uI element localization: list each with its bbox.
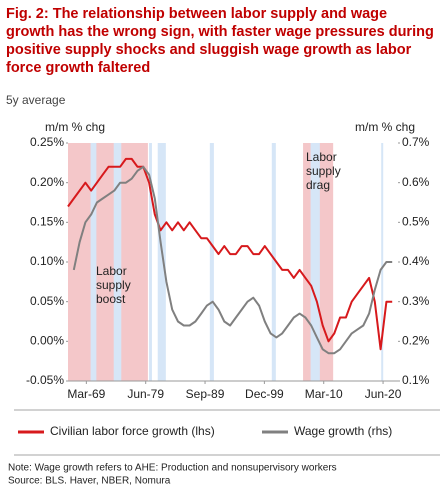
recession-band [90, 143, 97, 381]
y-tick-label: -0.05% [26, 373, 64, 387]
series-line [72, 165, 393, 355]
x-tick-label: Sep-89 [186, 387, 225, 401]
recession-band [113, 143, 122, 381]
y2-tick-label: 0.5% [402, 215, 430, 229]
series-line [67, 157, 393, 351]
recession-band [157, 143, 166, 381]
recession-band [149, 143, 152, 381]
y-tick-label: 0.00% [30, 334, 64, 348]
y-axis-label: m/m % chg [45, 120, 105, 134]
y-tick-label: 0.15% [30, 215, 64, 229]
y2-tick-label: 0.1% [402, 373, 430, 387]
source: Source: BLS. Haver, NBER, Nomura [8, 476, 171, 487]
y-tick-label: 0.20% [30, 175, 64, 189]
regime-band [68, 143, 148, 381]
y2-tick-label: 0.2% [402, 334, 430, 348]
y-tick-label: 0.10% [30, 254, 64, 268]
annotation: drag [306, 178, 330, 192]
y-tick-label: 0.05% [30, 294, 64, 308]
annotation: Labor [96, 264, 127, 278]
x-tick-label: Jun-20 [365, 387, 402, 401]
y2-axis-label: m/m % chg [355, 120, 415, 134]
note: Note: Wage growth refers to AHE: Product… [8, 463, 337, 474]
y2-tick-label: 0.4% [402, 254, 430, 268]
chart-subtitle: 5y average [6, 93, 66, 107]
x-tick-label: Jun-79 [127, 387, 164, 401]
legend-label: Civilian labor force growth (lhs) [50, 424, 215, 438]
x-tick-label: Mar-10 [305, 387, 343, 401]
y-tick-label: 0.25% [30, 135, 64, 149]
y2-tick-label: 0.7% [402, 135, 430, 149]
recession-band [209, 143, 214, 381]
y2-tick-label: 0.6% [402, 175, 430, 189]
annotation: supply [96, 278, 131, 292]
x-tick-label: Mar-69 [67, 387, 105, 401]
legend-label: Wage growth (rhs) [294, 424, 392, 438]
x-tick-label: Dec-99 [245, 387, 284, 401]
recession-band [381, 143, 384, 381]
annotation: Labor [306, 150, 337, 164]
recession-band [271, 143, 276, 381]
annotation: boost [96, 292, 126, 306]
recession-band [310, 143, 320, 381]
chart-title: Fig. 2: The relationship between labor s… [6, 6, 434, 76]
annotation: supply [306, 164, 341, 178]
y2-tick-label: 0.3% [402, 294, 430, 308]
